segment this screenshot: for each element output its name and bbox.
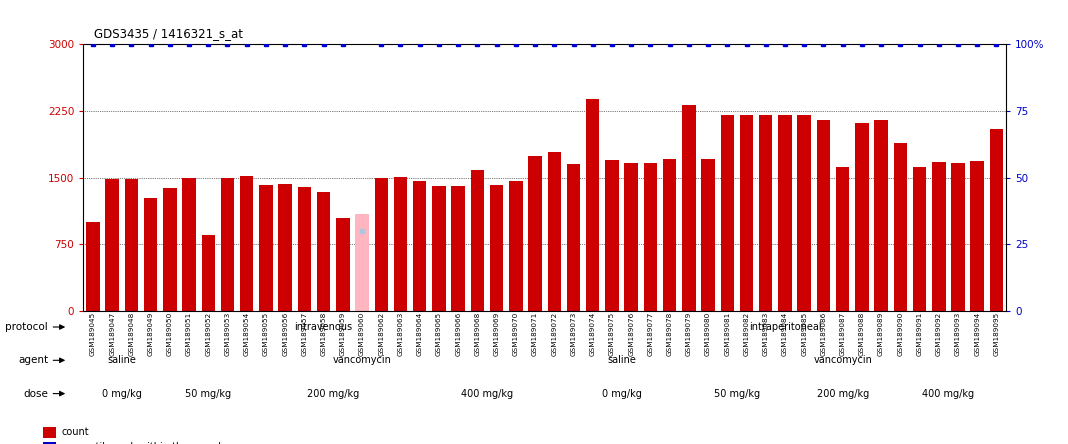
Text: vancomycin: vancomycin — [332, 355, 392, 365]
Bar — [509, 181, 522, 311]
Bar — [779, 115, 791, 311]
Bar — [740, 115, 753, 311]
Bar — [375, 178, 388, 311]
Bar — [298, 187, 311, 311]
Bar — [125, 179, 138, 311]
Text: intraperitoneal: intraperitoneal — [749, 322, 821, 332]
Text: 200 mg/kg: 200 mg/kg — [817, 388, 868, 399]
Text: vancomycin: vancomycin — [813, 355, 873, 365]
Text: saline: saline — [607, 355, 637, 365]
Bar — [855, 123, 868, 311]
Bar — [529, 156, 541, 311]
Bar — [106, 179, 119, 311]
Bar — [586, 99, 599, 311]
Bar — [663, 159, 676, 311]
Bar — [817, 120, 830, 311]
Bar — [260, 185, 272, 311]
Text: dose: dose — [23, 388, 48, 399]
Text: 0 mg/kg: 0 mg/kg — [101, 388, 142, 399]
Bar — [567, 164, 580, 311]
Bar — [971, 161, 984, 311]
Bar — [202, 235, 215, 311]
Text: 0 mg/kg: 0 mg/kg — [601, 388, 642, 399]
Bar — [548, 152, 561, 311]
Text: percentile rank within the sample: percentile rank within the sample — [62, 442, 226, 444]
Text: 50 mg/kg: 50 mg/kg — [713, 388, 760, 399]
Bar — [471, 170, 484, 311]
Bar — [894, 143, 907, 311]
Bar — [759, 115, 772, 311]
Text: 50 mg/kg: 50 mg/kg — [185, 388, 232, 399]
Bar — [798, 115, 811, 311]
Text: 400 mg/kg: 400 mg/kg — [461, 388, 513, 399]
Bar — [183, 178, 195, 311]
Bar — [721, 115, 734, 311]
Text: count: count — [62, 428, 90, 437]
Bar — [317, 192, 330, 311]
Bar — [702, 159, 714, 311]
Bar — [433, 186, 445, 311]
Text: intravenous: intravenous — [295, 322, 352, 332]
Bar — [43, 442, 56, 444]
Bar — [644, 163, 657, 311]
Bar — [875, 120, 888, 311]
Bar — [43, 427, 56, 437]
Text: saline: saline — [107, 355, 137, 365]
Bar — [625, 163, 638, 311]
Text: 400 mg/kg: 400 mg/kg — [923, 388, 974, 399]
Bar — [87, 222, 99, 311]
Bar — [490, 185, 503, 311]
Bar — [221, 178, 234, 311]
Text: protocol: protocol — [5, 322, 48, 332]
Bar — [356, 214, 368, 311]
Bar — [952, 163, 964, 311]
Bar — [606, 160, 618, 311]
Bar — [913, 167, 926, 311]
Bar — [413, 181, 426, 311]
Bar — [682, 105, 695, 311]
Text: 200 mg/kg: 200 mg/kg — [308, 388, 359, 399]
Bar — [452, 186, 465, 311]
Bar — [163, 188, 176, 311]
Bar — [836, 167, 849, 311]
Text: GDS3435 / 1416321_s_at: GDS3435 / 1416321_s_at — [94, 27, 244, 40]
Bar — [932, 162, 945, 311]
Bar — [279, 184, 292, 311]
Bar — [394, 177, 407, 311]
Bar — [240, 176, 253, 311]
Bar — [336, 218, 349, 311]
Text: agent: agent — [18, 355, 48, 365]
Bar — [144, 198, 157, 311]
Bar — [990, 129, 1003, 311]
